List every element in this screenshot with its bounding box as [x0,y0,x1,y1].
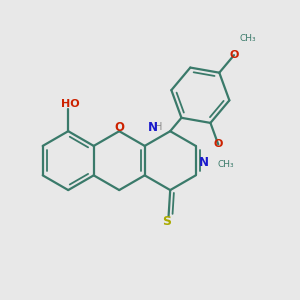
Text: CH₃: CH₃ [239,34,256,43]
Text: CH₃: CH₃ [217,160,234,169]
Text: N: N [148,121,158,134]
Text: O: O [214,140,223,149]
Text: H: H [155,122,163,132]
Text: HO: HO [61,99,80,109]
Text: S: S [162,215,171,229]
Text: O: O [114,121,124,134]
Text: O: O [229,50,239,60]
Text: N: N [199,156,209,169]
